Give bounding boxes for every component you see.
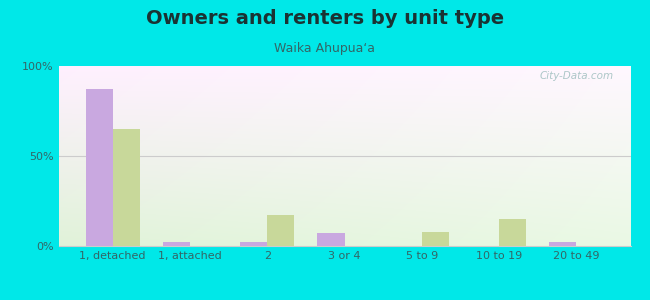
Bar bbox=[163, 242, 190, 246]
Bar bbox=[240, 242, 267, 246]
Bar bbox=[499, 219, 526, 246]
Bar bbox=[86, 89, 112, 246]
Bar bbox=[549, 242, 577, 246]
Bar bbox=[422, 232, 449, 246]
Text: City-Data.com: City-Data.com bbox=[540, 71, 614, 81]
Text: Waika Ahupuaʻa: Waika Ahupuaʻa bbox=[274, 42, 376, 55]
Bar bbox=[267, 215, 294, 246]
Bar bbox=[317, 233, 344, 246]
Text: Owners and renters by unit type: Owners and renters by unit type bbox=[146, 9, 504, 28]
Bar bbox=[112, 129, 140, 246]
